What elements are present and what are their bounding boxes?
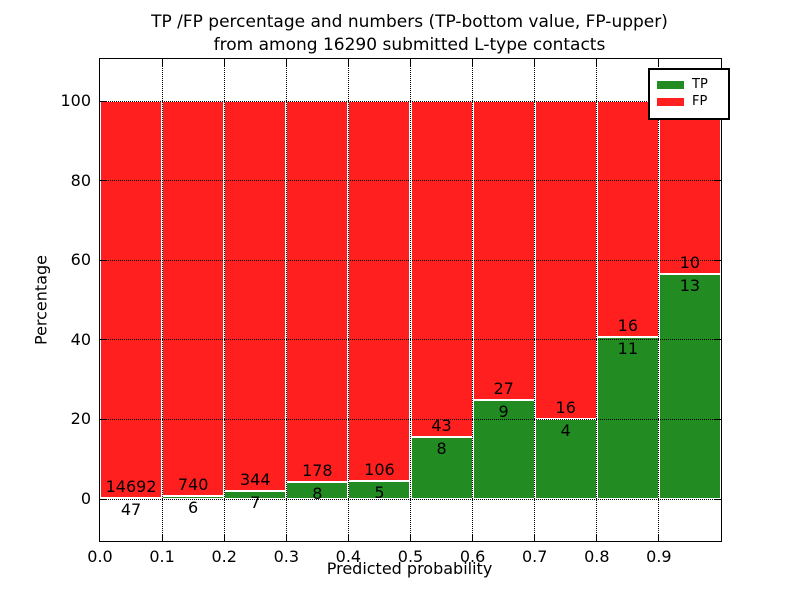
bar-count-label-tp: 47 [120, 499, 142, 519]
bar-segment-fp [472, 101, 535, 400]
x-tick-mark-top [347, 59, 349, 66]
plot-area: 14692 47 740 6 344 7 178 8 106 5 43 8 27 9 16 4 16 11 10 13… [60, 58, 730, 566]
bar-segment-tp [286, 481, 349, 499]
y-tick-label: 40 [70, 329, 91, 349]
x-tick-mark-bottom [596, 534, 598, 541]
gridline-vertical [347, 59, 349, 541]
y-tick-label: 20 [70, 409, 91, 429]
legend-item-fp: FP [657, 95, 721, 109]
legend-item-tp: TP [657, 78, 721, 92]
x-tick-label: 0.5 [397, 547, 424, 566]
y-tick-mark-right [714, 418, 721, 420]
gridline-vertical [410, 59, 411, 541]
bar-segment-fp [596, 101, 659, 337]
chart-title-line1: TP /FP percentage and numbers (TP-bottom… [151, 12, 668, 32]
x-tick-mark-bottom [472, 534, 474, 541]
x-tick-mark-top [410, 59, 411, 66]
legend-swatch-tp-icon [657, 81, 684, 89]
y-tick-mark-left [100, 259, 107, 261]
gridline-horizontal [100, 259, 721, 261]
gridline-horizontal [100, 418, 721, 420]
x-tick-mark-bottom [534, 534, 536, 541]
gridline-vertical [223, 59, 225, 541]
x-tick-mark-bottom [285, 534, 287, 541]
bar-segment-tp [224, 491, 287, 499]
y-tick-label: 0 [80, 489, 91, 508]
y-tick-mark-left [100, 100, 107, 102]
x-tick-label: 0.7 [521, 547, 548, 566]
y-tick-label: 60 [70, 250, 91, 270]
y-tick-mark-right [714, 259, 721, 261]
x-axis-label: Predicted probability [326, 559, 493, 578]
y-tick-mark-left [100, 418, 107, 420]
x-tick-label: 0.3 [273, 547, 300, 566]
gridline-vertical [658, 59, 660, 541]
gridline-vertical [285, 59, 287, 541]
bar-count-label-tp: 6 [188, 497, 199, 517]
x-tick-mark-bottom [410, 534, 411, 541]
bar-segment-tp [596, 336, 659, 499]
legend-swatch-fp-icon [657, 98, 684, 106]
bar-segment-fp [348, 101, 411, 482]
y-tick-label: 80 [70, 170, 91, 190]
x-tick-mark-top [285, 59, 287, 66]
x-tick-mark-bottom [658, 534, 660, 541]
x-tick-label: 0.8 [584, 547, 610, 566]
y-tick-mark-left [100, 339, 107, 341]
bar-segment-fp [410, 101, 473, 437]
x-tick-mark-top [472, 59, 474, 66]
gridline-vertical [472, 59, 474, 541]
x-tick-label: 0.2 [211, 547, 237, 566]
bar-segment-tp [658, 274, 721, 499]
chart-title-line2: from among 16290 submitted L-type contac… [213, 35, 606, 55]
bar-segment-fp [162, 101, 225, 496]
y-tick-mark-left [100, 180, 107, 182]
bar-segment-fp [100, 101, 163, 498]
x-tick-mark-top [161, 59, 163, 66]
x-tick-label: 0.0 [87, 547, 113, 566]
chart-title: TP /FP percentage and numbers (TP-bottom… [99, 11, 720, 57]
gridline-horizontal [100, 100, 721, 102]
bar-segment-tp [162, 495, 225, 499]
x-tick-label: 0.6 [459, 547, 486, 566]
x-tick-label: 0.1 [149, 547, 175, 566]
bar-segment-fp [658, 101, 721, 275]
y-tick-mark-left [100, 498, 107, 500]
legend: TP FP [648, 68, 730, 120]
gridline-horizontal [100, 498, 721, 500]
x-tick-mark-top [534, 59, 536, 66]
legend-label-tp: TP [692, 77, 708, 92]
bar-segment-fp [286, 101, 349, 482]
x-tick-mark-top [658, 59, 660, 66]
gridline-horizontal [100, 339, 721, 341]
x-tick-mark-bottom [347, 534, 349, 541]
x-tick-mark-bottom [223, 534, 225, 541]
x-tick-mark-bottom [161, 534, 163, 541]
x-tick-label: 0.4 [335, 547, 362, 566]
bar-segment-tp [534, 419, 597, 499]
y-tick-mark-right [714, 180, 721, 182]
gridline-horizontal [100, 180, 721, 182]
y-tick-mark-right [714, 498, 721, 500]
x-tick-label: 0.9 [646, 547, 672, 566]
bar-segment-tp [348, 481, 411, 499]
bar-segment-fp [224, 101, 287, 492]
gridline-vertical [534, 59, 536, 541]
x-tick-mark-top [223, 59, 225, 66]
legend-label-fp: FP [692, 94, 708, 109]
y-axis-label: Percentage [31, 254, 51, 346]
y-tick-mark-right [714, 339, 721, 341]
bar-segment-tp [472, 399, 535, 499]
gridline-vertical [161, 59, 163, 541]
bar-segment-tp [410, 436, 473, 499]
gridline-vertical [596, 59, 598, 541]
y-tick-label: 100 [60, 91, 91, 110]
x-tick-mark-top [596, 59, 598, 66]
